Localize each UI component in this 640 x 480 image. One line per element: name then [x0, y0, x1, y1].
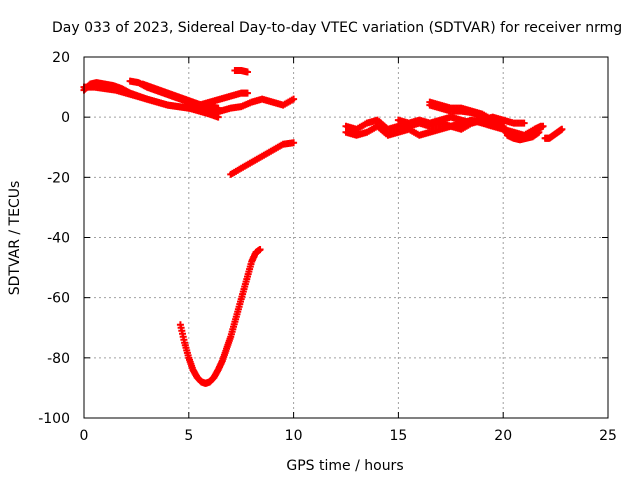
data-series: [80, 67, 566, 387]
series-arc-9: [176, 246, 264, 387]
x-tick-label: 20: [494, 428, 512, 444]
x-tick-label: 5: [184, 428, 193, 444]
x-tick-labels: 0 5 10 15 20 25: [80, 428, 617, 444]
data-point: [243, 68, 251, 76]
y-tick-label: -100: [38, 411, 70, 427]
data-point: [290, 139, 298, 147]
data-point: [558, 125, 566, 133]
series-arc-6: [206, 95, 298, 118]
y-tick-label: -20: [47, 170, 70, 186]
x-tick-label: 10: [285, 428, 303, 444]
x-tick-label: 0: [80, 428, 89, 444]
chart-title: Day 033 of 2023, Sidereal Day-to-day VTE…: [52, 20, 622, 36]
y-tick-label: -60: [47, 291, 70, 307]
y-tick-label: 0: [61, 110, 70, 126]
y-axis-label: SDTVAR / TECUs: [7, 181, 23, 296]
data-point: [520, 119, 528, 127]
x-axis-label: GPS time / hours: [286, 458, 403, 474]
grid-lines: [84, 57, 608, 418]
x-tick-label: 15: [389, 428, 407, 444]
data-point: [539, 122, 547, 130]
data-point: [290, 95, 298, 103]
data-point: [256, 246, 264, 254]
y-tick-label: -40: [47, 231, 70, 247]
series-arc-17: [541, 125, 566, 142]
series-arc-7: [231, 67, 251, 76]
data-point: [535, 128, 543, 136]
series-arc-5: [185, 89, 251, 112]
y-tick-label: -80: [47, 351, 70, 367]
series-arc-14: [426, 101, 507, 130]
y-tick-label: 20: [52, 50, 70, 66]
x-tick-label: 25: [599, 428, 617, 444]
series-arc-8: [227, 139, 298, 178]
y-tick-labels: -100 -80 -60 -40 -20 0 20: [38, 50, 70, 427]
series-arc-16: [503, 128, 543, 144]
plot-frame: [83, 56, 609, 419]
data-point: [243, 89, 251, 97]
